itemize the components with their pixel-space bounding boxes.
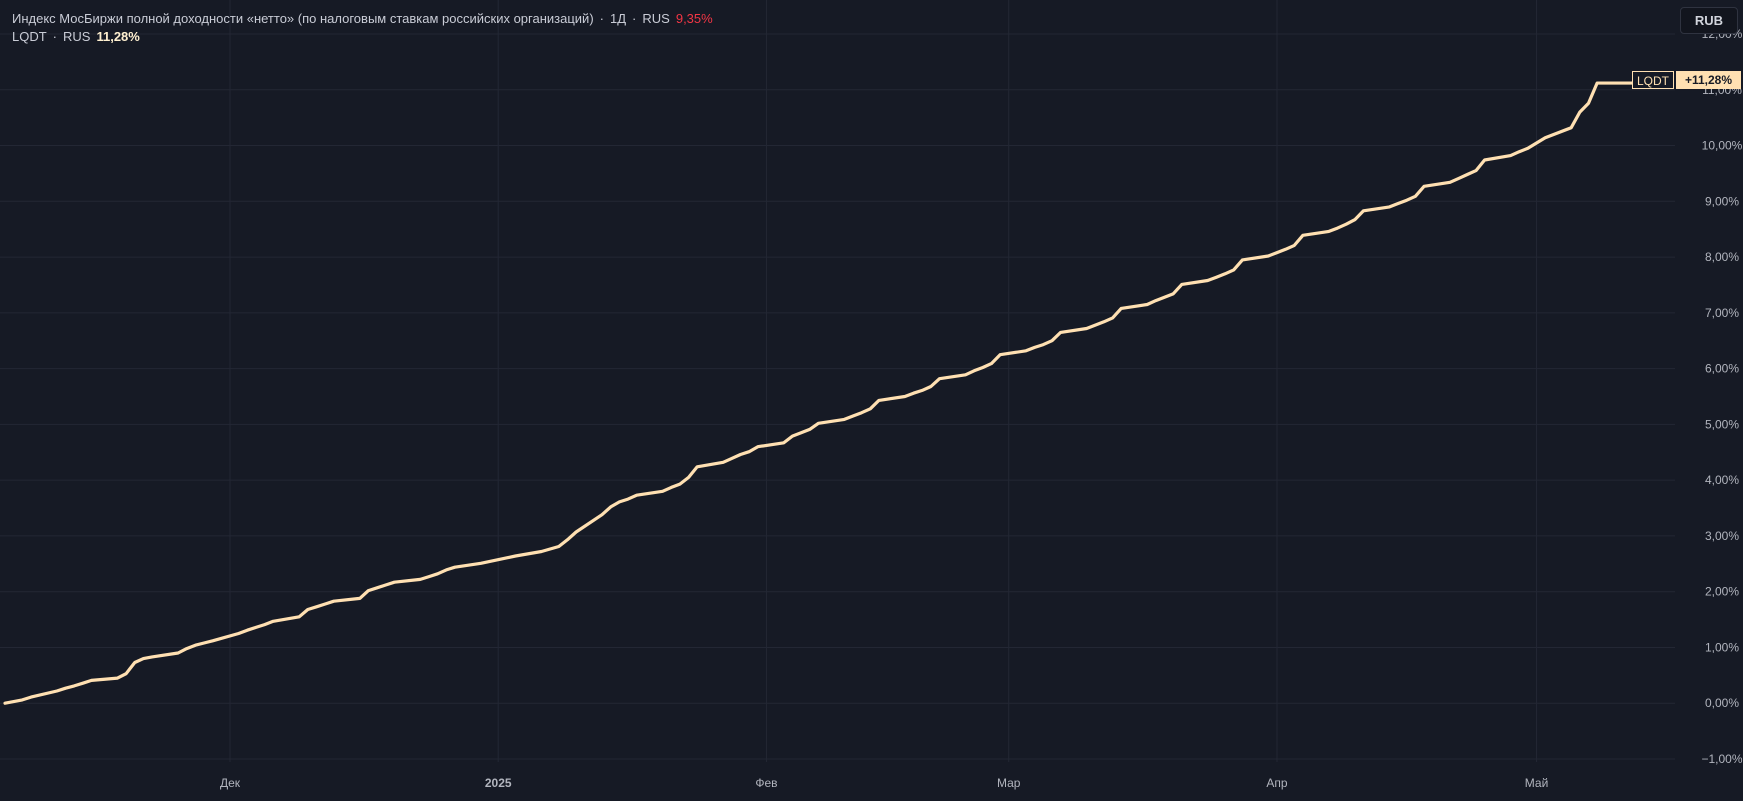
y-tick-label: 9,00% <box>1705 194 1739 208</box>
y-tick-label: 5,00% <box>1705 417 1739 431</box>
series-exchange: RUS <box>63 29 91 44</box>
legend-separator: · <box>632 11 637 26</box>
x-tick-label: Апр <box>1266 776 1288 790</box>
x-tick-label: Май <box>1525 776 1549 790</box>
series-lqdt <box>3 81 1632 705</box>
y-tick-label: 1,00% <box>1705 640 1739 654</box>
y-tick-label: 7,00% <box>1705 306 1739 320</box>
series-change-value: 11,28% <box>96 29 140 44</box>
y-tick-label: 6,00% <box>1705 362 1739 376</box>
currency-button[interactable]: RUB <box>1680 7 1738 34</box>
last-value-price-tag: +11,28% <box>1676 71 1741 89</box>
legend-row-index[interactable]: Индекс МосБиржи полной доходности «нетто… <box>12 10 713 28</box>
y-tick-label: 4,00% <box>1705 473 1739 487</box>
y-tick-label: −1,00% <box>1701 752 1742 766</box>
time-axis[interactable]: Дек 2025 Фев Мар Апр Май <box>220 776 1548 790</box>
y-tick-label: 0,00% <box>1705 696 1739 710</box>
y-tick-label: 3,00% <box>1705 529 1739 543</box>
y-tick-label: 10,00% <box>1702 139 1743 153</box>
index-change-value: 9,35% <box>675 11 713 26</box>
x-tick-label: Фев <box>755 776 777 790</box>
x-tick-label: Дек <box>220 776 241 790</box>
index-exchange: RUS <box>642 11 670 26</box>
index-interval: 1Д <box>610 11 627 26</box>
series-name: LQDT <box>12 29 47 44</box>
legend-row-series[interactable]: LQDT · RUS 11,28% <box>12 28 713 46</box>
x-tick-label: Мар <box>997 776 1021 790</box>
series-line-lqdt <box>3 81 1599 705</box>
x-tick-label: 2025 <box>485 776 512 790</box>
last-value-series-tag: LQDT <box>1632 71 1674 89</box>
legend-separator: · <box>52 29 58 44</box>
y-tick-label: 2,00% <box>1705 585 1739 599</box>
y-tick-label: 8,00% <box>1705 250 1739 264</box>
index-name: Индекс МосБиржи полной доходности «нетто… <box>12 11 594 26</box>
chart-legend: Индекс МосБиржи полной доходности «нетто… <box>12 10 713 46</box>
legend-separator: · <box>599 11 604 26</box>
chart-grid <box>0 0 1675 762</box>
